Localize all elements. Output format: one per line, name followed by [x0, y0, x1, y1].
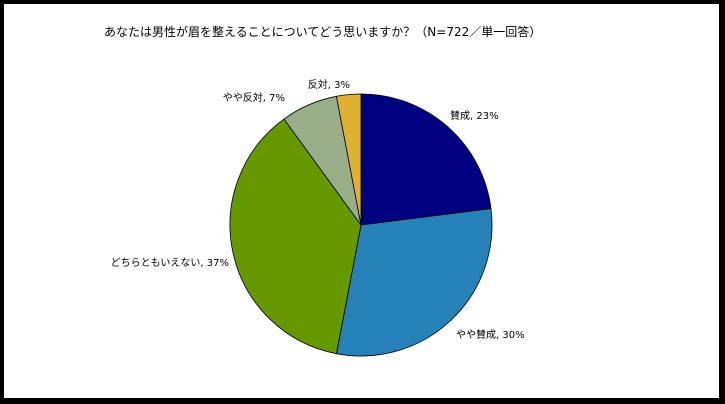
slice-label-3: どちらともいえない, 37%	[111, 257, 229, 269]
pie-slice-2	[335, 208, 493, 357]
pie-slice-1	[360, 93, 492, 226]
pie-slice-3	[229, 118, 362, 355]
chart-title: あなたは男性が眉を整えることについてどう思いますか？（N=722／単一回答）	[104, 25, 542, 39]
pie-chart: 賛成, 23% やや賛成, 30% どちらともいえない, 37% やや反対, 7% 反対…	[111, 78, 525, 357]
slice-label-4: やや反対, 7%	[223, 91, 285, 104]
pie-slice-5	[335, 93, 362, 226]
slice-label-5: 反対, 3%	[308, 78, 350, 91]
slice-label-2: やや賛成, 30%	[456, 328, 525, 341]
slice-label-1: 賛成, 23%	[450, 109, 499, 122]
